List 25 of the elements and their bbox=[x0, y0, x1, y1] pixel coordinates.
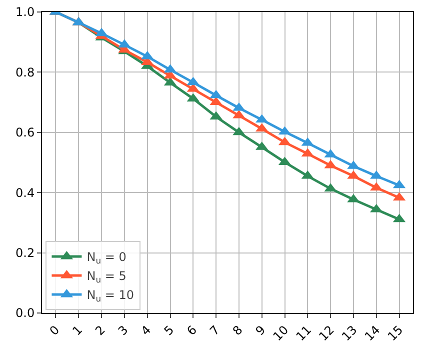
legend-label: N$_{u}$ = 10 bbox=[86, 288, 134, 304]
x-tick-label: 6 bbox=[184, 322, 200, 338]
y-tick-label: 1.0 bbox=[16, 5, 35, 20]
x-tick-label: 7 bbox=[207, 322, 222, 338]
x-tick-label: 14 bbox=[362, 322, 383, 344]
x-tick-label: 1 bbox=[70, 322, 86, 338]
x-tick-label: 8 bbox=[230, 322, 246, 338]
legend-label: N$_{u}$ = 0 bbox=[86, 250, 126, 266]
x-tick-label: 12 bbox=[316, 322, 337, 344]
legend-label: N$_{u}$ = 5 bbox=[86, 269, 126, 285]
x-tick-label: 5 bbox=[161, 322, 177, 338]
y-tick-label: 0.8 bbox=[16, 65, 35, 80]
y-tick-label: 0.6 bbox=[16, 126, 35, 140]
y-tick-label: 0.0 bbox=[16, 306, 35, 320]
x-tick-label: 3 bbox=[116, 322, 131, 338]
x-tick-label: 13 bbox=[339, 322, 360, 344]
x-tick-label: 10 bbox=[270, 322, 292, 344]
x-tick-label: 4 bbox=[138, 322, 154, 338]
y-tick-label: 0.2 bbox=[16, 246, 35, 260]
x-tick-label: 0 bbox=[46, 322, 62, 338]
x-tick-label: 2 bbox=[92, 322, 108, 338]
x-tick-label: 11 bbox=[293, 322, 314, 344]
y-tick-label: 0.4 bbox=[16, 186, 35, 200]
x-tick-label: 15 bbox=[384, 322, 406, 344]
x-tick-label: 9 bbox=[252, 322, 268, 338]
